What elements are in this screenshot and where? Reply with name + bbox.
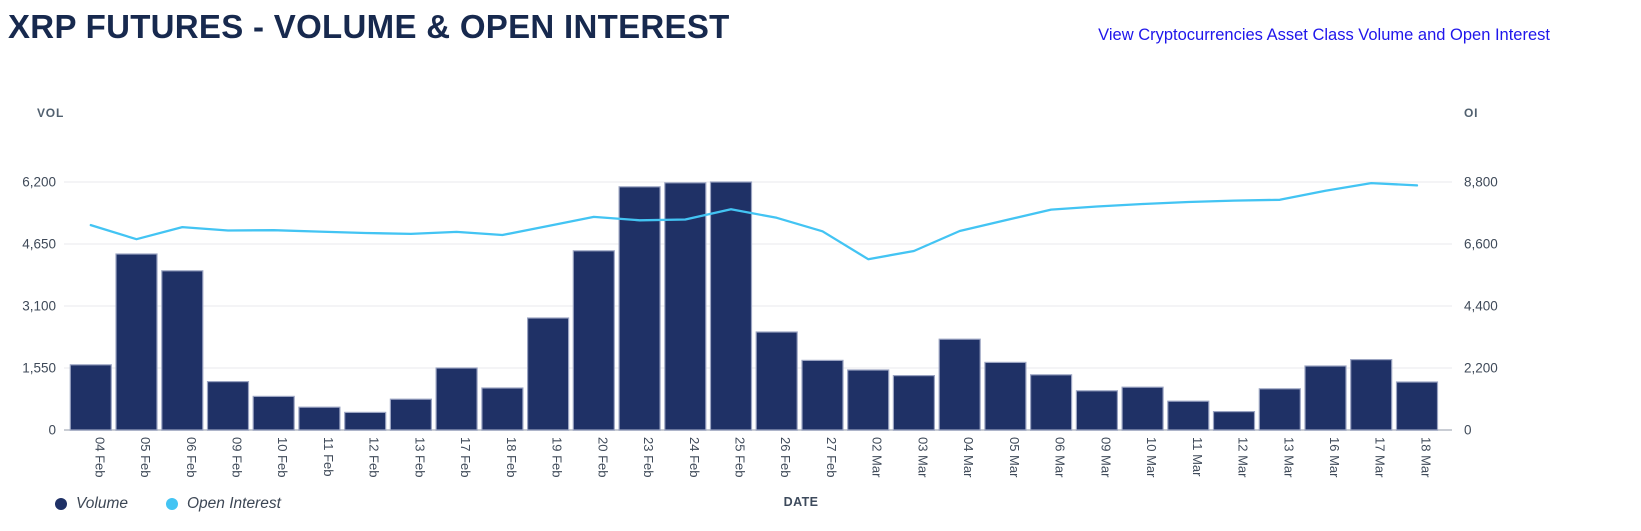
volume-legend-label: Volume — [76, 495, 128, 512]
x-tick-label-19-feb: 19 Feb — [550, 437, 565, 477]
x-tick-label-09-feb: 09 Feb — [230, 437, 245, 477]
right-y-tick-label: 8,800 — [1464, 175, 1498, 190]
left-y-tick-label: 3,100 — [22, 299, 56, 314]
x-tick-label-02-mar: 02 Mar — [870, 437, 885, 478]
vol-axis-caption: VOL — [37, 106, 64, 120]
x-tick-label-20-feb: 20 Feb — [595, 437, 610, 477]
volume-bar-06-feb[interactable] — [161, 270, 204, 431]
volume-bar-06-mar[interactable] — [1029, 374, 1073, 431]
legend-item-volume[interactable]: Volume — [55, 495, 128, 513]
volume-bar-03-mar[interactable] — [892, 375, 936, 431]
x-tick-label-05-feb: 05 Feb — [138, 437, 153, 477]
volume-bar-18-feb[interactable] — [481, 387, 524, 431]
x-tick-label-26-feb: 26 Feb — [778, 437, 793, 477]
left-y-tick-label: 4,650 — [22, 237, 56, 252]
x-tick-label-18-mar: 18 Mar — [1419, 437, 1434, 478]
x-tick-label-13-feb: 13 Feb — [412, 437, 427, 477]
volume-bar-25-feb[interactable] — [709, 181, 753, 431]
x-tick-label-25-feb: 25 Feb — [733, 437, 748, 477]
x-tick-label-03-mar: 03 Mar — [915, 437, 930, 478]
volume-bar-12-feb[interactable] — [344, 411, 387, 431]
open-interest-legend-dot — [165, 498, 178, 510]
x-tick-label-23-feb: 23 Feb — [641, 437, 656, 477]
volume-legend-dot — [55, 498, 67, 510]
volume-bar-05-mar[interactable] — [984, 361, 1027, 431]
left-y-tick-label: 6,200 — [22, 175, 56, 190]
volume-bar-10-mar[interactable] — [1121, 386, 1164, 431]
volume-bar-27-feb[interactable] — [801, 359, 844, 431]
page-title: XRP FUTURES - VOLUME & OPEN INTEREST — [8, 8, 730, 45]
x-tick-label-18-feb: 18 Feb — [504, 437, 519, 477]
volume-bar-04-mar[interactable] — [938, 338, 981, 431]
volume-bar-09-feb[interactable] — [206, 381, 250, 431]
open-interest-line — [89, 181, 1419, 261]
right-y-tick-label: 6,600 — [1464, 237, 1498, 252]
volume-bar-13-feb[interactable] — [389, 398, 432, 431]
right-y-tick-label: 4,400 — [1464, 299, 1498, 314]
x-tick-label-24-feb: 24 Feb — [687, 437, 702, 477]
x-tick-label-09-mar: 09 Mar — [1098, 437, 1113, 478]
volume-bar-12-mar[interactable] — [1212, 411, 1256, 431]
x-tick-label-04-feb: 04 Feb — [92, 437, 107, 477]
x-tick-label-11-feb: 11 Feb — [321, 437, 336, 477]
volume-bar-17-feb[interactable] — [435, 367, 478, 431]
date-axis-label: DATE — [783, 495, 819, 509]
volume-bar-11-mar[interactable] — [1167, 400, 1210, 431]
volume-bar-18-mar[interactable] — [1395, 381, 1439, 431]
x-tick-label-17-mar: 17 Mar — [1373, 437, 1388, 478]
x-tick-label-10-mar: 10 Mar — [1144, 437, 1159, 478]
x-tick-label-04-mar: 04 Mar — [961, 437, 976, 478]
right-y-tick-label: 0 — [1464, 423, 1472, 438]
left-y-tick-label: 0 — [48, 423, 56, 438]
volume-bar-02-mar[interactable] — [847, 369, 890, 431]
right-y-tick-label: 2,200 — [1464, 361, 1498, 376]
volume-bar-26-feb[interactable] — [755, 331, 798, 431]
x-tick-label-10-feb: 10 Feb — [275, 437, 290, 477]
crypto-asset-class-link[interactable]: View Cryptocurrencies Asset Class Volume… — [1098, 26, 1550, 44]
legend: Volume Open Interest — [55, 495, 281, 513]
x-tick-label-05-mar: 05 Mar — [1007, 437, 1022, 478]
x-tick-label-13-mar: 13 Mar — [1281, 437, 1296, 478]
x-tick-label-27-feb: 27 Feb — [824, 437, 839, 477]
x-tick-label-11-mar: 11 Mar — [1190, 437, 1205, 477]
x-tick-label-12-mar: 12 Mar — [1236, 437, 1251, 478]
oi-axis-caption: OI — [1464, 106, 1478, 120]
volume-bar-17-mar[interactable] — [1350, 359, 1393, 431]
volume-bar-09-mar[interactable] — [1075, 390, 1119, 431]
volume-bar-04-feb[interactable] — [69, 364, 112, 431]
x-tick-label-06-feb: 06 Feb — [184, 437, 199, 477]
volume-bar-19-feb[interactable] — [526, 317, 570, 431]
x-tick-label-17-feb: 17 Feb — [458, 437, 473, 477]
volume-bar-24-feb[interactable] — [664, 182, 707, 431]
x-tick-label-06-mar: 06 Mar — [1053, 437, 1068, 478]
volume-bar-23-feb[interactable] — [618, 186, 661, 431]
volume-bar-05-feb[interactable] — [115, 253, 158, 431]
volume-bar-16-mar[interactable] — [1304, 365, 1347, 431]
volume-bar-11-feb[interactable] — [298, 406, 341, 431]
left-y-tick-label: 1,550 — [22, 361, 56, 376]
volume-bar-10-feb[interactable] — [252, 395, 295, 431]
volume-bar-20-feb[interactable] — [572, 250, 615, 431]
x-tick-label-12-feb: 12 Feb — [367, 437, 382, 477]
open-interest-legend-label: Open Interest — [186, 495, 281, 512]
legend-item-open-interest[interactable]: Open Interest — [165, 495, 281, 513]
volume-bar-13-mar[interactable] — [1258, 388, 1301, 431]
x-tick-label-16-mar: 16 Mar — [1327, 437, 1342, 478]
